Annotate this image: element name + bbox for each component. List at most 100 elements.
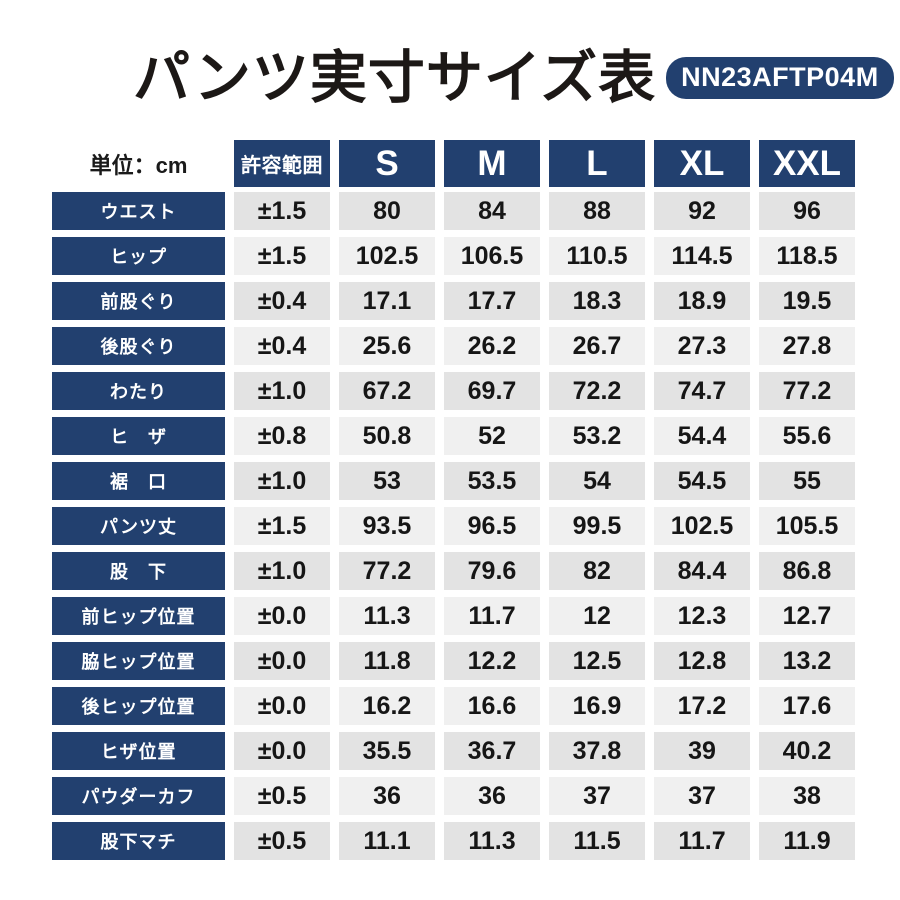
value-cell-xxl: 55.6 (759, 417, 855, 455)
tolerance-cell: ±1.5 (234, 192, 330, 230)
value-cell-xxl: 17.6 (759, 687, 855, 725)
model-code-badge: NN23AFTP04M (666, 57, 894, 99)
value-cell-m: 36.7 (444, 732, 540, 770)
value-cell-m: 17.7 (444, 282, 540, 320)
value-cell-l: 12 (549, 597, 645, 635)
column-header-tolerance: 許容範囲 (234, 140, 330, 187)
value-cell-s: 67.2 (339, 372, 435, 410)
page-title: パンツ実寸サイズ表 (133, 45, 657, 110)
value-cell-xl: 11.7 (654, 822, 750, 860)
value-cell-m: 79.6 (444, 552, 540, 590)
value-cell-l: 11.5 (549, 822, 645, 860)
tolerance-cell: ±0.4 (234, 327, 330, 365)
value-cell-m: 96.5 (444, 507, 540, 545)
value-cell-m: 11.7 (444, 597, 540, 635)
value-cell-xxl: 19.5 (759, 282, 855, 320)
column-header-size-l: L (549, 140, 645, 187)
value-cell-s: 11.8 (339, 642, 435, 680)
value-cell-s: 80 (339, 192, 435, 230)
value-cell-xl: 54.5 (654, 462, 750, 500)
tolerance-cell: ±0.0 (234, 642, 330, 680)
value-cell-xxl: 38 (759, 777, 855, 815)
value-cell-s: 102.5 (339, 237, 435, 275)
value-cell-xxl: 40.2 (759, 732, 855, 770)
value-cell-xxl: 12.7 (759, 597, 855, 635)
value-cell-s: 53 (339, 462, 435, 500)
value-cell-xl: 92 (654, 192, 750, 230)
table-row: わたり ±1.0 67.2 69.7 72.2 74.7 77.2 (52, 372, 855, 410)
value-cell-s: 25.6 (339, 327, 435, 365)
value-cell-xxl: 118.5 (759, 237, 855, 275)
value-cell-s: 35.5 (339, 732, 435, 770)
row-label: 裾 口 (52, 462, 225, 500)
table-row: ヒザ位置 ±0.0 35.5 36.7 37.8 39 40.2 (52, 732, 855, 770)
value-cell-s: 93.5 (339, 507, 435, 545)
size-table: 単位：cm 許容範囲 S M L XL XXL ウエスト ±1.5 80 84 … (52, 140, 855, 867)
row-label: 前股ぐり (52, 282, 225, 320)
table-row: パウダーカフ ±0.5 36 36 37 37 38 (52, 777, 855, 815)
row-label: 後ヒップ位置 (52, 687, 225, 725)
value-cell-s: 11.1 (339, 822, 435, 860)
row-label: 股 下 (52, 552, 225, 590)
value-cell-m: 52 (444, 417, 540, 455)
table-row: 後股ぐり ±0.4 25.6 26.2 26.7 27.3 27.8 (52, 327, 855, 365)
value-cell-xl: 27.3 (654, 327, 750, 365)
value-cell-xl: 74.7 (654, 372, 750, 410)
tolerance-cell: ±1.5 (234, 507, 330, 545)
tolerance-cell: ±0.8 (234, 417, 330, 455)
tolerance-cell: ±0.5 (234, 822, 330, 860)
column-header-size-m: M (444, 140, 540, 187)
row-label: 前ヒップ位置 (52, 597, 225, 635)
table-header-row: 単位：cm 許容範囲 S M L XL XXL (52, 140, 855, 187)
value-cell-xl: 39 (654, 732, 750, 770)
value-cell-m: 16.6 (444, 687, 540, 725)
value-cell-s: 36 (339, 777, 435, 815)
value-cell-m: 53.5 (444, 462, 540, 500)
value-cell-xl: 102.5 (654, 507, 750, 545)
value-cell-m: 84 (444, 192, 540, 230)
value-cell-xxl: 55 (759, 462, 855, 500)
value-cell-xxl: 77.2 (759, 372, 855, 410)
tolerance-cell: ±0.0 (234, 732, 330, 770)
row-label: 股下マチ (52, 822, 225, 860)
table-row: ウエスト ±1.5 80 84 88 92 96 (52, 192, 855, 230)
value-cell-xxl: 27.8 (759, 327, 855, 365)
table-row: ヒ ザ ±0.8 50.8 52 53.2 54.4 55.6 (52, 417, 855, 455)
value-cell-l: 26.7 (549, 327, 645, 365)
table-row: 裾 口 ±1.0 53 53.5 54 54.5 55 (52, 462, 855, 500)
column-header-size-xxl: XXL (759, 140, 855, 187)
value-cell-xxl: 96 (759, 192, 855, 230)
value-cell-l: 72.2 (549, 372, 645, 410)
value-cell-l: 110.5 (549, 237, 645, 275)
tolerance-cell: ±0.4 (234, 282, 330, 320)
value-cell-l: 53.2 (549, 417, 645, 455)
row-label: 脇ヒップ位置 (52, 642, 225, 680)
value-cell-l: 16.9 (549, 687, 645, 725)
table-row: 脇ヒップ位置 ±0.0 11.8 12.2 12.5 12.8 13.2 (52, 642, 855, 680)
value-cell-xxl: 13.2 (759, 642, 855, 680)
value-cell-m: 12.2 (444, 642, 540, 680)
value-cell-xl: 37 (654, 777, 750, 815)
tolerance-cell: ±1.0 (234, 462, 330, 500)
value-cell-s: 77.2 (339, 552, 435, 590)
row-label: ヒ ザ (52, 417, 225, 455)
tolerance-cell: ±1.0 (234, 372, 330, 410)
tolerance-cell: ±1.0 (234, 552, 330, 590)
column-header-size-s: S (339, 140, 435, 187)
value-cell-l: 18.3 (549, 282, 645, 320)
value-cell-xxl: 11.9 (759, 822, 855, 860)
table-row: 股 下 ±1.0 77.2 79.6 82 84.4 86.8 (52, 552, 855, 590)
value-cell-m: 36 (444, 777, 540, 815)
value-cell-l: 54 (549, 462, 645, 500)
table-row: ヒップ ±1.5 102.5 106.5 110.5 114.5 118.5 (52, 237, 855, 275)
table-row: 前ヒップ位置 ±0.0 11.3 11.7 12 12.3 12.7 (52, 597, 855, 635)
value-cell-s: 11.3 (339, 597, 435, 635)
row-label: ヒップ (52, 237, 225, 275)
value-cell-xl: 54.4 (654, 417, 750, 455)
value-cell-m: 11.3 (444, 822, 540, 860)
value-cell-xl: 12.8 (654, 642, 750, 680)
tolerance-cell: ±0.0 (234, 687, 330, 725)
value-cell-xxl: 86.8 (759, 552, 855, 590)
table-body: ウエスト ±1.5 80 84 88 92 96 ヒップ ±1.5 102.5 … (52, 192, 855, 860)
table-row: 股下マチ ±0.5 11.1 11.3 11.5 11.7 11.9 (52, 822, 855, 860)
